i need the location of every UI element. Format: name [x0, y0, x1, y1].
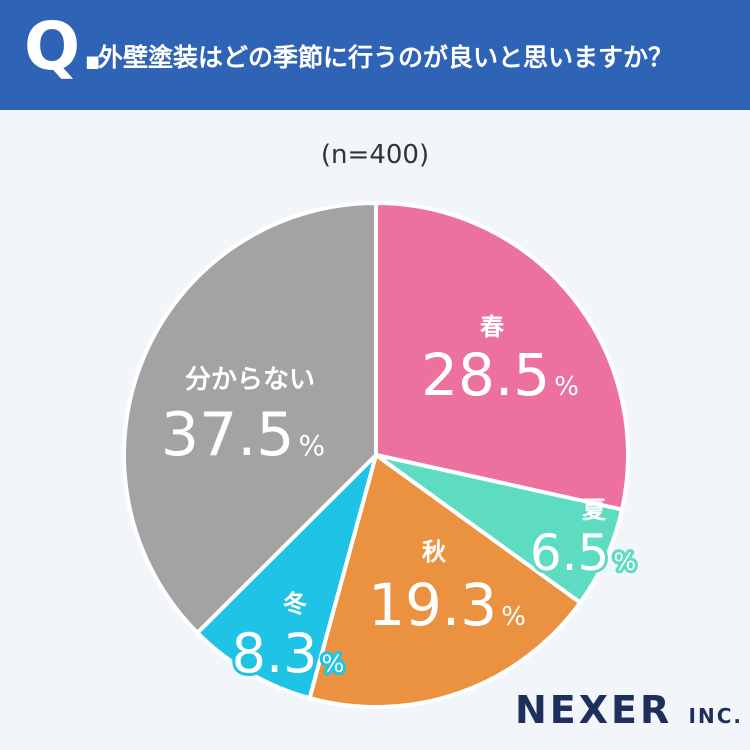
question-header: Q. 外壁塗装はどの季節に行うのが良いと思いますか？ [0, 0, 750, 110]
question-text: 外壁塗装はどの季節に行うのが良いと思いますか？ [98, 43, 674, 72]
slice-label-winter: 冬 [283, 590, 307, 618]
pie-slice-spring [374, 201, 630, 512]
pie-slice-autumn [307, 453, 583, 709]
nexer-logo: NEXER INC. [515, 688, 743, 732]
logo-suffix: INC. [688, 704, 743, 728]
sample-size: (n=400) [320, 140, 430, 170]
slice-value-autumn: 19.3% [368, 571, 526, 639]
pie-slice-winter [195, 453, 378, 701]
slice-label-unknown: 分からない [185, 365, 315, 395]
slice-value-unknown: 37.5% [161, 400, 325, 470]
slice-value-summer: 6.5% [530, 524, 636, 582]
slice-label-autumn: 秋 [422, 538, 447, 566]
slice-label-spring: 春 [480, 313, 504, 341]
slice-value-spring: 28.5% [421, 341, 579, 409]
slice-label-summer: 夏 [582, 496, 607, 524]
q-mark: Q. [24, 8, 106, 85]
slice-value-winter: 8.3% [232, 622, 345, 685]
logo-main: NEXER [515, 688, 673, 732]
pie-slice-unknown [122, 201, 378, 635]
